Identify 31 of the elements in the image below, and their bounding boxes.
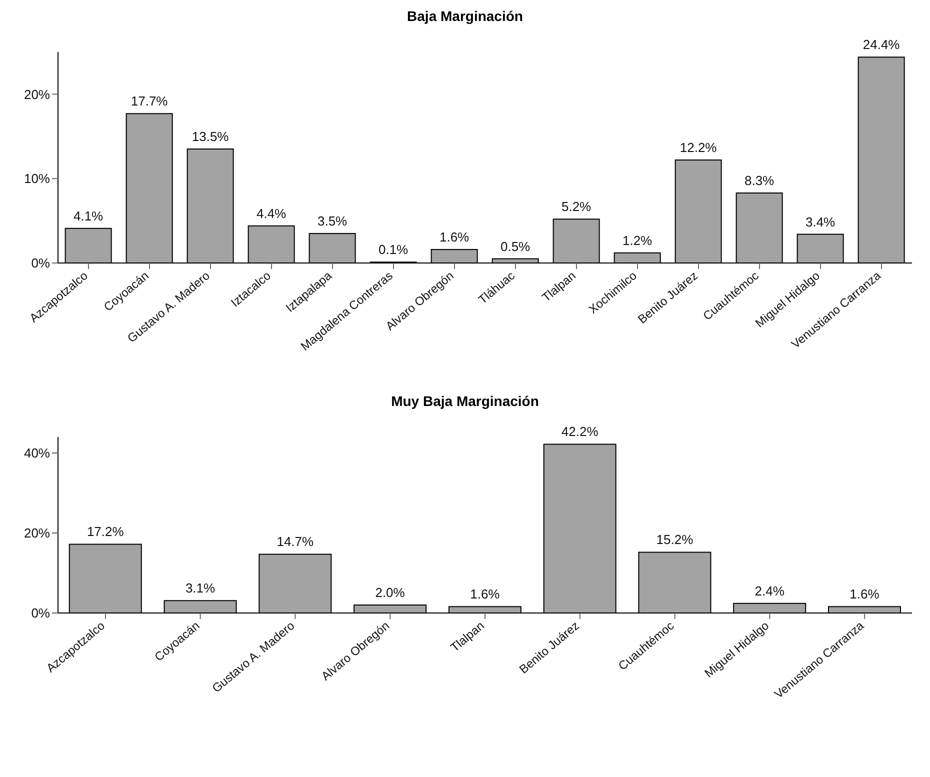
y-tick-label: 20% xyxy=(24,86,50,102)
data-label: 1.2% xyxy=(622,232,653,248)
data-label: 15.2% xyxy=(656,532,694,548)
data-label: 2.4% xyxy=(754,583,785,598)
data-label: 3.1% xyxy=(185,580,216,596)
data-label: 4.1% xyxy=(74,208,104,224)
data-label: 1.6% xyxy=(850,586,880,602)
data-label: 1.6% xyxy=(440,229,470,244)
y-tick-label: 10% xyxy=(24,171,50,186)
data-label: 0.1% xyxy=(378,242,409,258)
chart-title: Baja Marginación xyxy=(406,8,524,26)
data-label: 17.2% xyxy=(86,524,124,540)
y-tick-label: 0% xyxy=(31,606,50,621)
data-label: 3.4% xyxy=(806,214,836,230)
data-label: 1.6% xyxy=(470,586,500,602)
chart-title: Muy Baja Marginación xyxy=(390,393,540,411)
data-label: 14.7% xyxy=(276,534,314,550)
y-tick-label: 20% xyxy=(24,526,50,541)
data-label: 8.3% xyxy=(744,172,775,188)
data-label: 5.2% xyxy=(562,199,592,214)
y-tick-label: 0% xyxy=(31,256,50,271)
data-label: 42.2% xyxy=(561,424,599,440)
data-label: 0.5% xyxy=(500,238,531,254)
data-label: 3.5% xyxy=(318,213,348,228)
data-label: 12.2% xyxy=(680,140,718,156)
data-label: 13.5% xyxy=(192,129,230,144)
data-label: 17.7% xyxy=(130,94,168,109)
data-label: 4.4% xyxy=(256,206,287,221)
data-label: 24.4% xyxy=(862,37,900,52)
y-tick-label: 40% xyxy=(24,446,50,461)
data-label: 2.0% xyxy=(375,585,406,600)
